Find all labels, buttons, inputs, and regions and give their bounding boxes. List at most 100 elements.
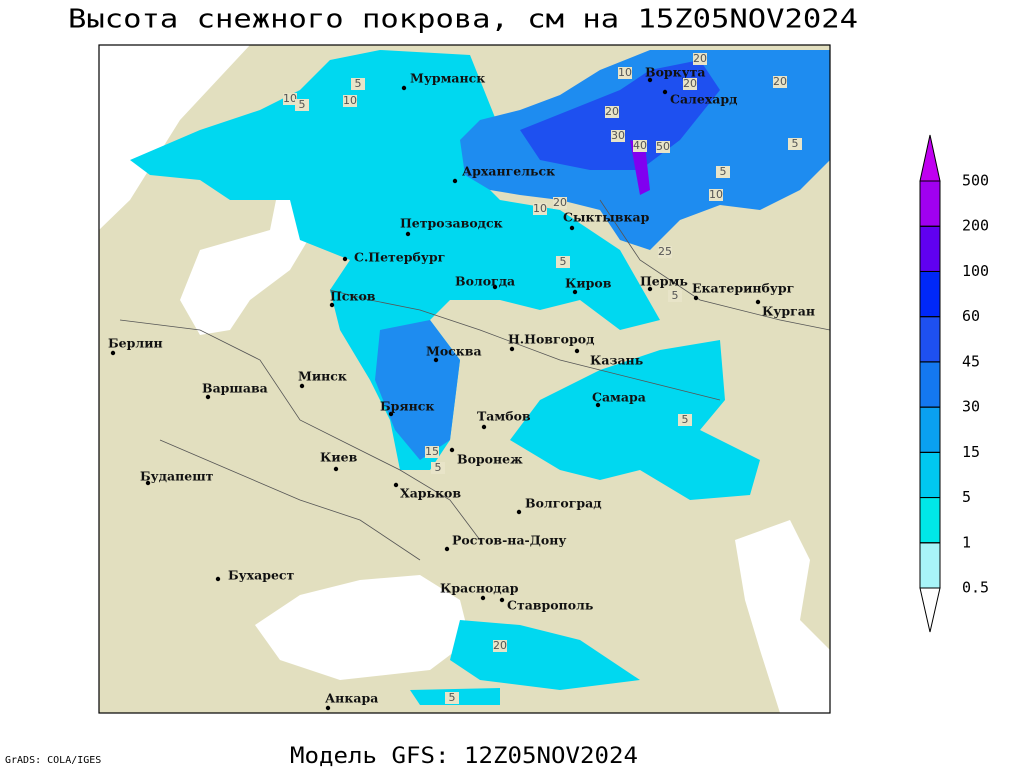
contour-label: 5	[449, 691, 456, 704]
city-label: Екатеринбург	[692, 281, 794, 296]
colorbar-over	[919, 134, 941, 182]
contour-label-bg	[668, 290, 682, 302]
contour-label: 20	[683, 77, 697, 90]
contour-label: 20	[773, 75, 787, 88]
colorbar-segment	[919, 542, 941, 589]
city-label: Минск	[298, 369, 347, 384]
colorbar-label: 1	[962, 533, 971, 551]
title: Высота снежного покрова, см на 15Z05NOV2…	[68, 5, 858, 35]
colorbar-label: 500	[962, 172, 989, 190]
city-dot	[405, 231, 411, 237]
contour-label-bg	[716, 166, 730, 178]
contour-label-bg	[611, 130, 625, 142]
contour-label-bg	[633, 140, 647, 152]
city-dot	[647, 286, 653, 292]
contour-label-bg	[773, 76, 787, 88]
city-label: Салехард	[670, 92, 737, 107]
colorbar-segment	[919, 316, 941, 363]
contour-label: 20	[553, 196, 567, 209]
contour-label-bg	[553, 197, 567, 209]
city-dot	[329, 302, 335, 308]
contour-label: 10	[533, 202, 547, 215]
city-dot	[449, 447, 455, 453]
colorbar-label: 45	[962, 352, 980, 370]
city-dot	[433, 357, 439, 363]
city-label: Анкара	[325, 691, 378, 706]
contour-label-bg	[788, 138, 802, 150]
city-dot	[572, 289, 578, 295]
city-label: Воркута	[645, 65, 706, 80]
contour-label-bg	[656, 141, 670, 153]
city-dot	[569, 225, 575, 231]
city-dot	[145, 480, 151, 486]
map	[99, 45, 830, 713]
contour-label: 15	[425, 445, 439, 458]
city-dot	[509, 346, 515, 352]
city-dot	[595, 402, 601, 408]
city-label: Вологда	[455, 274, 515, 289]
contour-label: 20	[493, 639, 507, 652]
contour-label: 40	[633, 139, 647, 152]
footer: Модель GFS: 12Z05NOV2024	[290, 744, 638, 768]
city-label: Самара	[592, 390, 646, 405]
city-label: Будапешт	[140, 469, 214, 484]
city-label: Псков	[330, 289, 376, 304]
city-label: Бухарест	[228, 568, 295, 583]
city-dot	[480, 595, 486, 601]
contour-label: 5	[435, 461, 442, 474]
city-dot	[452, 178, 458, 184]
city-label: Харьков	[400, 486, 461, 501]
contour-label: 30	[611, 129, 625, 142]
contour-label-bg	[556, 256, 570, 268]
city-label: Воронеж	[457, 452, 523, 467]
contour-label: 5	[792, 137, 799, 150]
contour-label-bg	[343, 95, 357, 107]
city-dot	[388, 411, 394, 417]
contour-label-bg	[618, 67, 632, 79]
contour-label: 5	[682, 413, 689, 426]
colorbar-label: 5	[962, 488, 971, 506]
city-dot	[499, 597, 505, 603]
colorbar-segment	[919, 270, 941, 318]
contour-label-bg	[678, 414, 692, 426]
contour-label-bg	[493, 640, 507, 652]
colorbar-under	[919, 587, 941, 633]
contour-label: 10	[343, 94, 357, 107]
colorbar-segment	[919, 180, 941, 227]
credit: GrADS: COLA/IGES	[5, 755, 101, 766]
city-label: Брянск	[380, 399, 434, 414]
colorbar-segment	[919, 497, 941, 544]
city-dot	[444, 546, 450, 552]
contour-label: 20	[605, 105, 619, 118]
city-dot	[299, 383, 305, 389]
contour-label-bg	[658, 246, 672, 258]
city-label: С.Петербург	[354, 250, 445, 265]
contour-label: 5	[560, 255, 567, 268]
contour-label-bg	[605, 106, 619, 118]
city-label: Петрозаводск	[400, 216, 503, 231]
contour-label-bg	[283, 93, 297, 105]
contour-label-bg	[351, 78, 365, 90]
city-dot	[342, 256, 348, 262]
contour-label-bg	[431, 462, 445, 474]
colorbar-label: 15	[962, 443, 980, 461]
city-dot	[333, 466, 339, 472]
city-dot	[110, 350, 116, 356]
city-label: Ростов-на-Дону	[452, 533, 566, 548]
city-dot	[393, 482, 399, 488]
city-dot	[325, 705, 331, 711]
colorbar-segment	[919, 451, 941, 499]
contour-label-bg	[683, 78, 697, 90]
city-label: Н.Новгород	[508, 332, 594, 347]
contour-label-bg	[295, 99, 309, 111]
map-frame	[98, 44, 831, 714]
city-label: Волгоград	[525, 496, 602, 511]
colorbar-label: 0.5	[962, 579, 989, 597]
city-dot	[647, 77, 653, 83]
colorbar-label: 60	[962, 307, 980, 325]
contour-label: 10	[283, 92, 297, 105]
contour-label: 20	[693, 52, 707, 65]
city-label: Казань	[590, 353, 643, 368]
city-label: Варшава	[202, 381, 268, 396]
